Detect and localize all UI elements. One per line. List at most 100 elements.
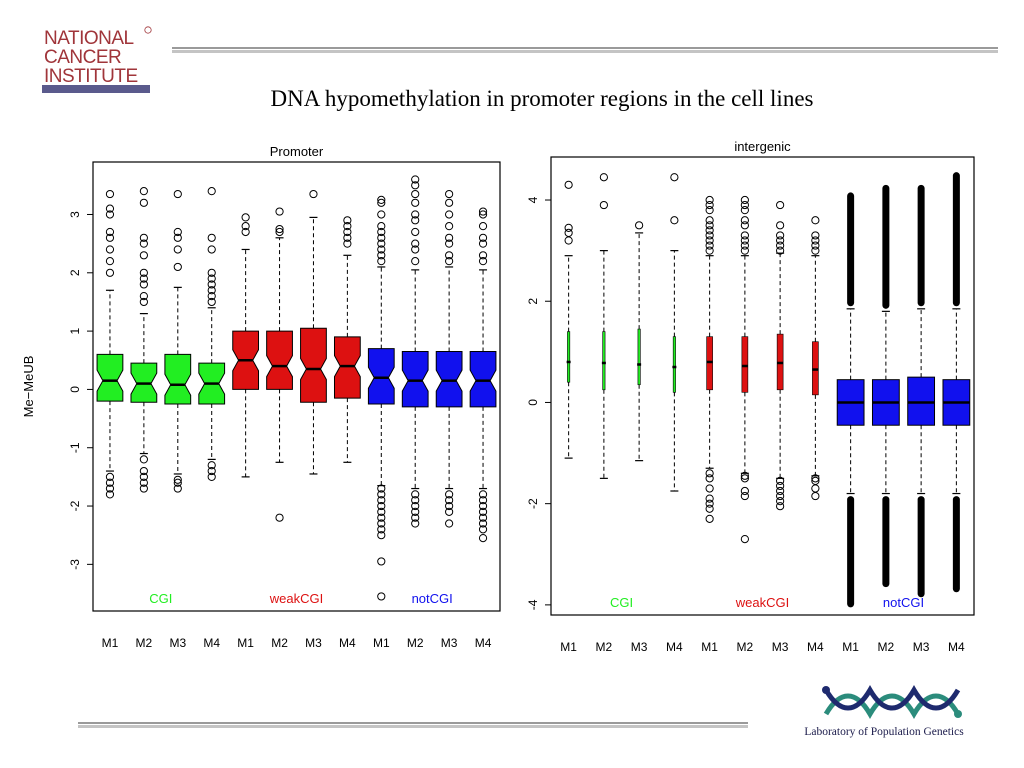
intergenic-boxplot: intergenic -4 -2 0 2 4 M1 M2 M3 M4 M1 M2 M3 M4 M1 M2 M3 M… <box>526 139 975 654</box>
bottom-divider <box>78 722 748 728</box>
nci-logo-line-2: CANCER <box>44 47 121 68</box>
outlier-point <box>445 257 454 266</box>
outlier-point <box>445 198 454 207</box>
outlier-point <box>377 245 386 254</box>
outlier-point <box>377 251 386 260</box>
outlier-point <box>478 490 488 499</box>
x-tick-label: M3 <box>305 636 322 650</box>
outlier-point <box>445 507 454 516</box>
x-tick-label: M2 <box>136 636 153 650</box>
outlier-point <box>139 297 148 307</box>
outlier-point <box>776 497 785 506</box>
x-tick-label: M2 <box>878 640 895 654</box>
outlier-point <box>377 257 386 266</box>
x-tick-label: M1 <box>237 636 254 650</box>
slide-title: DNA hypomethylation in promoter regions … <box>270 86 814 111</box>
outlier-point <box>670 216 679 225</box>
outlier-point <box>207 297 216 307</box>
outlier-point <box>343 233 352 242</box>
outlier-point <box>411 513 420 522</box>
outlier-point <box>705 206 714 215</box>
group-label: weakCGI <box>735 595 789 610</box>
y-tick-label: 0 <box>68 386 82 393</box>
outlier-point <box>811 236 820 245</box>
outlier-point <box>377 592 386 601</box>
outlier-point <box>207 233 216 242</box>
promoter-boxplot: Promoter Me−MeUB -3 -2 -1 0 1 2 3 M1 M2 M3 M4 M1 M2 M3 M… <box>21 144 501 650</box>
outlier-point <box>740 216 749 225</box>
box-body <box>706 336 713 391</box>
y-tick-label: 0 <box>526 399 540 406</box>
outlier-point <box>139 274 148 283</box>
outlier-point <box>776 231 785 240</box>
outlier-point <box>105 268 115 277</box>
box-body <box>637 328 641 386</box>
nci-logo-line-3: INSTITUTE <box>44 66 138 87</box>
outlier-point <box>705 195 714 205</box>
outlier-point <box>207 274 216 283</box>
y-tick-label: 2 <box>526 298 540 305</box>
box-body <box>333 336 361 399</box>
chart-title: intergenic <box>734 139 791 154</box>
outlier-point <box>740 195 749 205</box>
outlier-point <box>173 475 182 484</box>
outlier-point <box>139 198 148 207</box>
box-body <box>266 330 293 390</box>
outlier-point <box>740 486 749 496</box>
x-tick-label: M4 <box>203 636 220 650</box>
outlier-point <box>705 499 714 508</box>
x-tick-label: M4 <box>475 636 492 650</box>
outlier-point <box>705 514 714 523</box>
outlier-point <box>776 241 785 250</box>
outlier-point <box>207 472 216 481</box>
outlier-point <box>173 245 182 254</box>
group-label: notCGI <box>412 591 453 606</box>
outlier-point <box>776 246 785 255</box>
outlier-point <box>776 491 785 501</box>
chart-title: Promoter <box>270 144 324 159</box>
outlier-point <box>377 195 386 205</box>
outlier-point <box>740 471 749 480</box>
outlier-point <box>776 221 785 230</box>
outlier-point <box>207 466 216 476</box>
outlier-point <box>705 226 714 235</box>
outlier-point <box>705 246 714 255</box>
outlier-point <box>139 268 148 277</box>
outlier-point <box>478 233 488 242</box>
outlier-point <box>740 241 749 250</box>
outlier-point <box>478 519 488 528</box>
outlier-point <box>705 216 714 225</box>
x-tick-label: M1 <box>701 640 718 654</box>
outlier-point <box>705 236 714 245</box>
outlier-point <box>207 187 216 196</box>
outlier-point <box>811 491 820 501</box>
outlier-point <box>411 198 420 207</box>
outlier-point <box>343 239 352 248</box>
outlier-point <box>811 241 820 250</box>
outlier-point <box>105 189 115 199</box>
outlier-band-upper <box>882 184 890 309</box>
x-tick-label: M4 <box>666 640 683 654</box>
outlier-point <box>705 231 714 240</box>
outlier-band-lower <box>882 496 890 588</box>
outlier-point <box>343 216 352 225</box>
outlier-band-upper <box>917 184 925 307</box>
outlier-point <box>478 222 488 231</box>
outlier-point <box>445 501 454 511</box>
x-tick-label: M1 <box>373 636 390 650</box>
outlier-point <box>478 525 488 534</box>
outlier-point <box>411 257 420 266</box>
x-tick-label: M3 <box>441 636 458 650</box>
dna-helix-icon <box>822 685 962 719</box>
outlier-point <box>343 227 352 237</box>
group-label: notCGI <box>883 595 924 610</box>
outlier-point <box>173 478 182 487</box>
outlier-point <box>105 245 115 254</box>
outlier-point <box>105 484 115 493</box>
outlier-point <box>105 210 115 219</box>
outlier-point <box>705 474 714 483</box>
outlier-point <box>478 496 488 505</box>
outlier-point <box>445 189 454 199</box>
outlier-point <box>478 251 488 260</box>
x-tick-label: M3 <box>631 640 648 654</box>
